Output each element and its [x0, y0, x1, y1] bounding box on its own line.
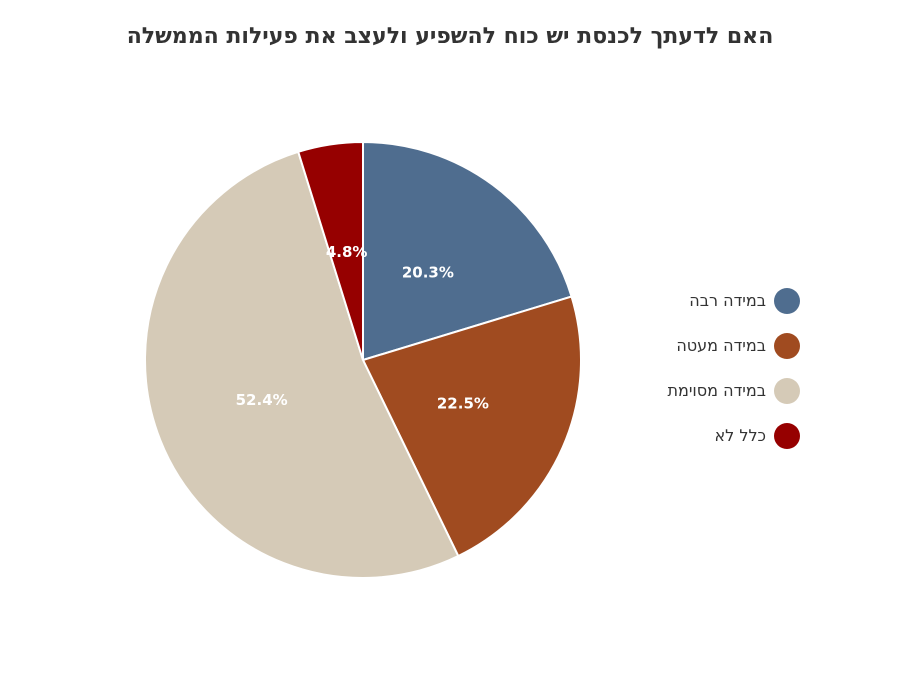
legend-swatch-icon [774, 332, 800, 359]
pie-slice-labels: 20.3% 22.5% 52.4% 4.8% [236, 243, 489, 412]
pie-slice-3 [296, 140, 364, 361]
pie-slice-label-1: 22.5% [437, 395, 489, 413]
legend: במידה רבה במידה מעטה במידה מסוימת כלל לא [620, 278, 800, 458]
pie-slice-0 [362, 140, 573, 362]
legend-item-0: במידה רבה [620, 278, 800, 323]
pie-slices [144, 140, 582, 579]
pie-slice-label-0: 20.3% [402, 263, 454, 281]
legend-label: במידה מעטה [676, 336, 766, 355]
pie-slice-label-2: 52.4% [236, 391, 288, 409]
legend-swatch-icon [774, 287, 800, 314]
legend-swatch-icon [774, 422, 800, 449]
legend-label: במידה מסוימת [667, 381, 766, 400]
legend-label: כלל לא [714, 426, 766, 445]
legend-label: במידה רבה [689, 291, 766, 310]
pie-slice-2 [144, 150, 460, 579]
chart-title: האם לדעתך לכנסת יש כוח להשפיע ולעצב את פ… [126, 24, 774, 49]
legend-item-3: כלל לא [620, 413, 800, 458]
legend-swatch-icon [774, 377, 800, 404]
pie-slice-1 [361, 295, 582, 558]
legend-item-2: במידה מסוימת [620, 368, 800, 413]
pie-slice-label-3: 4.8% [326, 243, 368, 261]
legend-item-1: במידה מעטה [620, 323, 800, 368]
